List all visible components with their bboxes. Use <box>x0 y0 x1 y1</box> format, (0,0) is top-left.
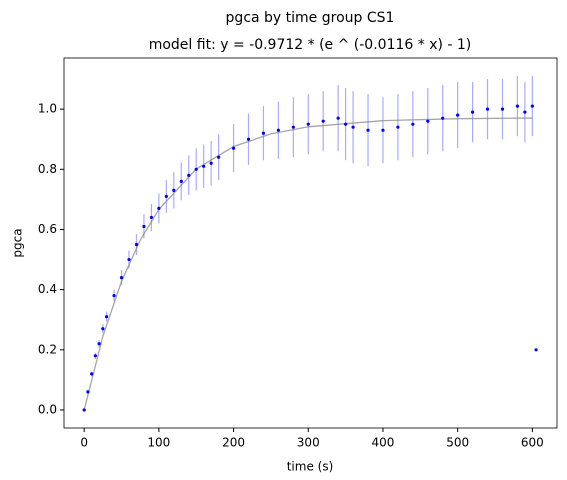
data-point <box>202 164 206 168</box>
data-point <box>530 104 534 108</box>
x-tick-label: 0 <box>80 436 88 450</box>
data-point <box>86 390 90 394</box>
data-point <box>336 116 340 120</box>
data-point <box>306 122 310 126</box>
data-point <box>157 206 161 211</box>
data-point <box>396 125 400 129</box>
y-tick-label: 1.0 <box>38 102 57 116</box>
data-point <box>82 408 86 412</box>
data-point <box>149 215 153 220</box>
y-tick-label: 0.4 <box>38 282 57 296</box>
x-tick-label: 400 <box>372 436 395 450</box>
fit-line <box>83 117 533 411</box>
x-axis-label: time (s) <box>287 460 334 474</box>
data-point <box>172 188 176 192</box>
data-point <box>515 104 520 108</box>
data-point <box>187 173 191 177</box>
data-point <box>470 110 475 114</box>
data-point <box>194 167 198 171</box>
data-point <box>93 354 97 358</box>
data-point <box>523 110 527 114</box>
data-point <box>276 128 280 132</box>
data-point <box>381 128 385 132</box>
chart-title: pgca by time group CS1 <box>226 10 395 26</box>
data-point <box>534 348 538 352</box>
y-tick-label: 0.2 <box>38 342 57 356</box>
x-tick-label: 500 <box>446 436 469 450</box>
data-point <box>179 179 183 183</box>
data-point <box>104 315 109 319</box>
x-tick-label: 600 <box>521 436 544 450</box>
data-point <box>261 131 266 135</box>
data-point <box>97 342 101 346</box>
data-point <box>344 122 348 126</box>
data-point <box>426 119 430 123</box>
data-point <box>142 224 146 229</box>
data-point <box>127 257 131 262</box>
y-axis-label: pgca <box>11 228 25 257</box>
data-point <box>209 161 213 165</box>
data-point <box>101 327 105 331</box>
data-point <box>351 125 355 129</box>
chart-subtitle: model fit: y = -0.9712 * (e ^ (-0.0116 *… <box>149 37 472 53</box>
data-point <box>231 146 236 150</box>
data-point <box>456 113 460 117</box>
data-point <box>500 107 505 111</box>
data-point <box>321 119 325 123</box>
data-point <box>164 194 168 198</box>
data-point <box>485 107 490 111</box>
data-point <box>90 372 94 376</box>
data-point <box>112 294 116 298</box>
data-point <box>119 275 124 280</box>
x-tick-label: 200 <box>222 436 245 450</box>
y-tick-label: 0.0 <box>38 402 57 416</box>
y-tick-label: 0.8 <box>38 162 57 176</box>
data-point <box>217 155 221 159</box>
x-tick-label: 300 <box>297 436 320 450</box>
data-point <box>441 116 445 120</box>
x-tick-label: 100 <box>147 436 170 450</box>
y-tick-label: 0.6 <box>38 222 57 236</box>
plot-frame <box>63 57 558 429</box>
data-point <box>246 137 251 141</box>
data-point <box>366 128 370 132</box>
data-point <box>134 242 139 247</box>
data-point <box>291 125 295 129</box>
data-point <box>411 122 415 126</box>
